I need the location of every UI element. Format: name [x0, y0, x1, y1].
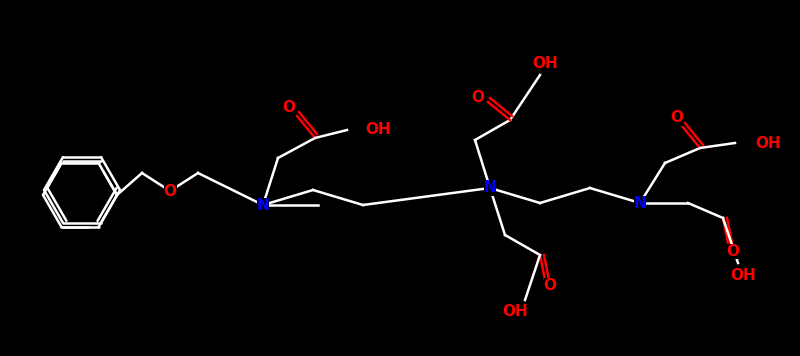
- Text: O: O: [282, 100, 295, 115]
- Text: O: O: [163, 183, 177, 199]
- Text: OH: OH: [532, 56, 558, 70]
- Text: OH: OH: [755, 136, 781, 151]
- Text: OH: OH: [365, 122, 390, 137]
- Text: N: N: [484, 180, 496, 195]
- Text: N: N: [257, 198, 270, 213]
- Text: N: N: [634, 195, 646, 210]
- Text: O: O: [543, 277, 557, 293]
- Text: OH: OH: [502, 304, 528, 319]
- Text: O: O: [726, 244, 739, 258]
- Text: O: O: [670, 110, 683, 126]
- Text: OH: OH: [730, 267, 756, 283]
- Text: O: O: [471, 89, 485, 105]
